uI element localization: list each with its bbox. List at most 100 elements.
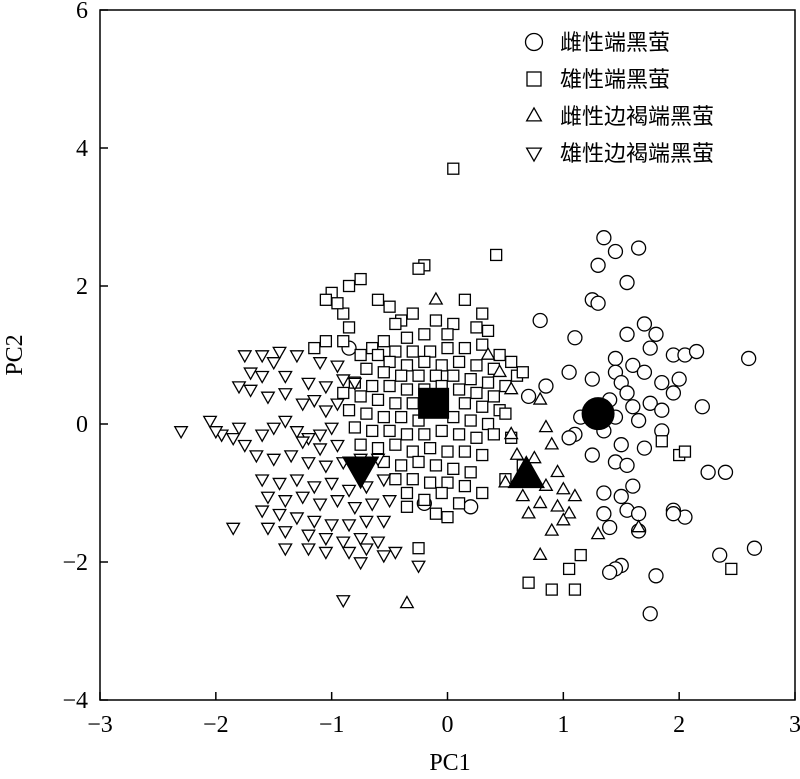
centroid-layer: [341, 387, 615, 490]
data-point-triangle-down: [266, 422, 282, 436]
data-point-circle: [538, 378, 554, 394]
data-point-square: [377, 335, 390, 348]
data-point-square: [400, 500, 414, 513]
data-point-triangle-down: [202, 415, 218, 429]
data-point-circle: [654, 374, 670, 391]
data-point-square: [354, 438, 367, 451]
data-point-square: [354, 390, 367, 403]
data-point-triangle-up: [550, 498, 565, 512]
data-point-triangle-down: [254, 350, 270, 364]
data-point-circle: [619, 457, 635, 474]
data-point-triangle-up: [567, 488, 583, 502]
data-point-triangle-up: [555, 512, 571, 526]
data-point-square: [360, 407, 373, 420]
data-point-triangle-down: [341, 484, 357, 498]
data-point-circle: [602, 564, 618, 580]
data-point-triangle-down: [318, 533, 334, 547]
data-point-triangle-up: [480, 346, 496, 360]
data-point-circle: [642, 395, 658, 411]
legend-marker-circle: [524, 32, 544, 52]
data-point-triangle-down: [283, 450, 299, 464]
data-point-triangle-down: [277, 495, 293, 509]
data-point-circle: [596, 506, 612, 522]
data-point-square: [562, 562, 576, 576]
y-tick-label: −4: [62, 688, 88, 714]
data-point-triangle-down: [266, 453, 282, 467]
data-point-square: [406, 307, 419, 320]
data-point-square: [337, 307, 350, 320]
data-point-circle: [741, 350, 757, 367]
data-point-triangle-down: [330, 439, 345, 453]
data-point-square: [441, 510, 454, 524]
data-point-square: [389, 473, 402, 486]
data-point-square: [342, 279, 356, 293]
data-point-triangle-down: [301, 529, 316, 543]
data-point-triangle-down: [335, 536, 351, 550]
data-point-circle: [613, 437, 629, 453]
data-point-square: [395, 369, 408, 382]
data-point-triangle-down: [376, 550, 392, 564]
data-point-square: [412, 455, 425, 469]
data-point-square: [447, 317, 460, 331]
data-point-triangle-down: [295, 436, 311, 450]
data-point-triangle-down: [225, 522, 241, 536]
data-point-triangle-down: [277, 526, 293, 540]
data-point-circle: [619, 326, 635, 342]
x-tick-label: 0: [442, 712, 454, 738]
data-point-triangle-down: [208, 426, 224, 440]
data-point-circle: [648, 568, 664, 584]
data-point-triangle-down: [312, 357, 328, 371]
data-point-triangle-down: [301, 543, 316, 557]
data-point-circle: [567, 330, 583, 346]
data-point-square: [470, 321, 483, 334]
data-point-square: [516, 366, 529, 379]
data-point-square: [366, 424, 379, 438]
data-point-triangle-up: [503, 381, 519, 395]
data-point-square: [383, 379, 396, 393]
data-point-square: [470, 386, 483, 400]
data-point-triangle-down: [272, 477, 287, 491]
data-point-square: [418, 428, 431, 441]
data-point-triangle-down: [289, 474, 305, 488]
data-point-square: [406, 345, 419, 358]
data-point-square: [441, 476, 454, 489]
data-point-square: [435, 486, 448, 500]
data-point-square: [418, 493, 431, 507]
legend-label: 雄性边褐端黑萤: [560, 142, 714, 167]
data-point-square: [476, 338, 489, 351]
data-point-triangle-up: [555, 481, 571, 495]
data-point-triangle-down: [359, 515, 374, 529]
data-point-square: [395, 459, 408, 472]
data-point-circle: [596, 230, 612, 246]
data-point-square: [458, 293, 472, 306]
data-point-square: [406, 445, 419, 458]
data-point-square: [574, 548, 587, 562]
data-point-circle: [630, 506, 647, 522]
centroid-triangle-down: [341, 456, 380, 490]
data-point-square: [493, 348, 506, 362]
data-point-circle: [607, 243, 624, 260]
data-point-triangle-down: [318, 381, 334, 395]
data-point-square: [423, 476, 437, 489]
data-point-square: [568, 583, 582, 596]
data-point-triangle-down: [237, 350, 253, 364]
y-axis-label: PC2: [2, 334, 28, 375]
data-point-circle: [694, 399, 710, 415]
data-point-triangle-down: [364, 498, 380, 512]
data-point-square: [412, 369, 425, 382]
data-point-square: [441, 341, 454, 355]
data-point-square: [447, 162, 460, 175]
data-point-square: [476, 448, 489, 462]
x-tick-label: −2: [203, 712, 229, 738]
data-point-square: [389, 345, 402, 358]
data-point-square: [389, 438, 402, 451]
data-point-square: [725, 562, 738, 576]
data-point-square: [389, 317, 402, 331]
data-point-triangle-up: [631, 519, 647, 533]
data-point-square: [389, 397, 402, 410]
data-point-circle: [625, 357, 641, 374]
data-point-triangle-down: [335, 595, 351, 609]
data-point-square: [452, 428, 466, 441]
data-point-triangle-down: [312, 498, 328, 512]
